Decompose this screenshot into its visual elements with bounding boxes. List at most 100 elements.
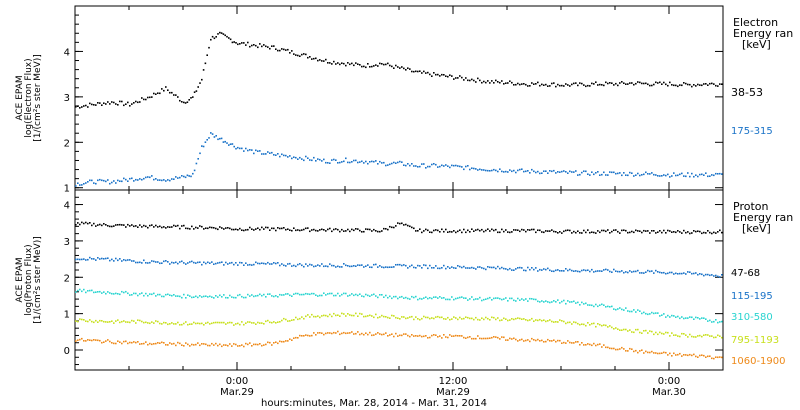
data-point-310-580: [233, 296, 235, 299]
data-point-1060-1900: [443, 334, 445, 336]
data-point-115-195: [665, 272, 667, 275]
data-point-47-68: [615, 229, 617, 231]
data-point-795-1193: [495, 318, 497, 321]
data-point-115-195: [141, 262, 143, 264]
data-point-310-580: [717, 321, 719, 324]
data-point-175-315: [429, 165, 431, 168]
data-point-795-1193: [169, 323, 171, 325]
data-point-310-580: [705, 318, 707, 320]
data-point-175-315: [79, 184, 81, 186]
data-point-310-580: [435, 296, 437, 298]
data-point-175-315: [495, 169, 497, 172]
data-point-38-53: [239, 43, 241, 45]
data-point-115-195: [191, 260, 193, 263]
data-point-795-1193: [305, 315, 307, 318]
data-point-47-68: [167, 226, 169, 228]
data-point-115-195: [153, 260, 155, 263]
data-point-310-580: [185, 297, 187, 299]
data-point-795-1193: [75, 320, 77, 322]
data-point-795-1193: [601, 324, 603, 327]
data-point-1060-1900: [429, 336, 431, 339]
data-point-795-1193: [599, 323, 601, 326]
data-point-47-68: [267, 226, 269, 229]
data-point-795-1193: [523, 318, 525, 320]
data-point-38-53: [188, 99, 190, 101]
data-point-38-53: [437, 73, 439, 76]
data-point-1060-1900: [337, 330, 339, 333]
data-point-47-68: [693, 230, 695, 232]
data-point-1060-1900: [183, 345, 185, 347]
x-axis-title: hours:minutes, Mar. 28, 2014 - Mar. 31, …: [261, 398, 487, 409]
data-point-1060-1900: [273, 342, 275, 344]
data-point-795-1193: [233, 324, 235, 326]
data-point-1060-1900: [109, 340, 111, 343]
data-point-1060-1900: [623, 348, 625, 350]
data-point-38-53: [85, 104, 87, 107]
data-point-115-195: [247, 264, 249, 266]
data-point-115-195: [675, 272, 677, 275]
data-point-38-53: [683, 82, 685, 84]
data-point-795-1193: [717, 334, 719, 337]
data-point-310-580: [575, 302, 577, 304]
data-point-47-68: [273, 227, 275, 230]
data-point-795-1193: [215, 321, 217, 324]
data-point-38-53: [561, 84, 563, 87]
data-point-175-315: [190, 175, 192, 178]
data-point-47-68: [667, 229, 669, 232]
data-point-795-1193: [241, 321, 243, 323]
data-point-175-315: [299, 156, 301, 159]
data-point-310-580: [177, 295, 179, 297]
data-point-795-1193: [361, 313, 363, 315]
data-point-115-195: [585, 269, 587, 272]
data-point-175-315: [481, 169, 483, 171]
data-point-38-53: [131, 103, 133, 105]
data-point-38-53: [539, 84, 541, 87]
data-point-1060-1900: [83, 340, 85, 342]
data-point-47-68: [677, 230, 679, 232]
data-point-175-315: [563, 170, 565, 172]
data-point-38-53: [343, 62, 345, 65]
data-point-47-68: [655, 232, 657, 234]
data-point-38-53: [373, 65, 375, 67]
data-point-1060-1900: [85, 340, 87, 342]
data-point-1060-1900: [361, 332, 363, 335]
data-point-115-195: [211, 261, 213, 263]
data-point-1060-1900: [435, 334, 437, 336]
data-point-175-315: [489, 170, 491, 172]
data-point-1060-1900: [265, 343, 267, 346]
data-point-795-1193: [373, 316, 375, 319]
data-point-38-53: [115, 103, 117, 105]
data-point-38-53: [463, 79, 465, 81]
data-point-795-1193: [649, 330, 651, 332]
data-point-38-53: [637, 81, 639, 83]
data-point-310-580: [573, 300, 575, 303]
data-point-1060-1900: [593, 342, 595, 345]
data-point-795-1193: [311, 313, 313, 316]
data-point-47-68: [411, 226, 413, 229]
data-point-175-315: [391, 162, 393, 165]
data-point-115-195: [597, 270, 599, 272]
data-point-175-315: [149, 176, 151, 179]
data-point-795-1193: [179, 324, 181, 326]
data-point-310-580: [157, 293, 159, 296]
data-point-795-1193: [487, 317, 489, 320]
data-point-310-580: [535, 298, 537, 301]
data-point-38-53: [255, 44, 257, 47]
data-point-47-68: [557, 232, 559, 234]
data-point-795-1193: [511, 318, 513, 320]
data-point-310-580: [593, 305, 595, 308]
data-point-47-68: [173, 224, 175, 227]
data-point-47-68: [631, 230, 633, 233]
data-point-38-53: [245, 44, 247, 46]
data-point-795-1193: [557, 321, 559, 323]
data-point-310-580: [255, 295, 257, 297]
data-point-115-195: [685, 273, 687, 275]
data-point-115-195: [563, 270, 565, 272]
data-point-1060-1900: [581, 342, 583, 344]
data-point-310-580: [707, 320, 709, 322]
data-point-1060-1900: [319, 332, 321, 334]
data-point-310-580: [381, 294, 383, 296]
data-point-175-315: [341, 161, 343, 163]
data-point-1060-1900: [79, 338, 81, 341]
data-point-310-580: [187, 294, 189, 296]
